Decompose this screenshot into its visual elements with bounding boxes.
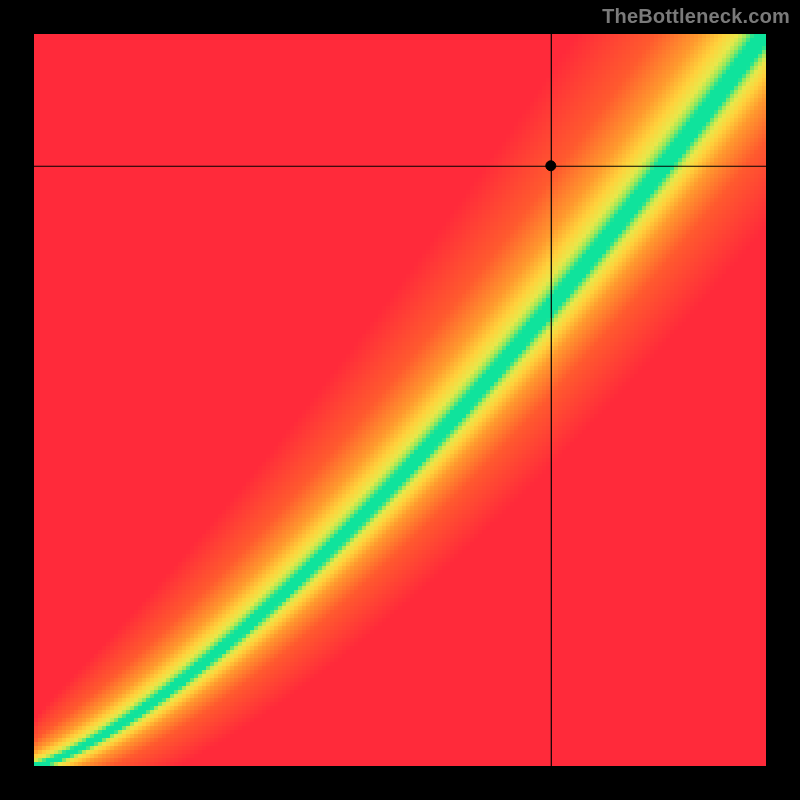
watermark-text: TheBottleneck.com <box>602 6 790 29</box>
crosshair-overlay <box>0 0 800 800</box>
